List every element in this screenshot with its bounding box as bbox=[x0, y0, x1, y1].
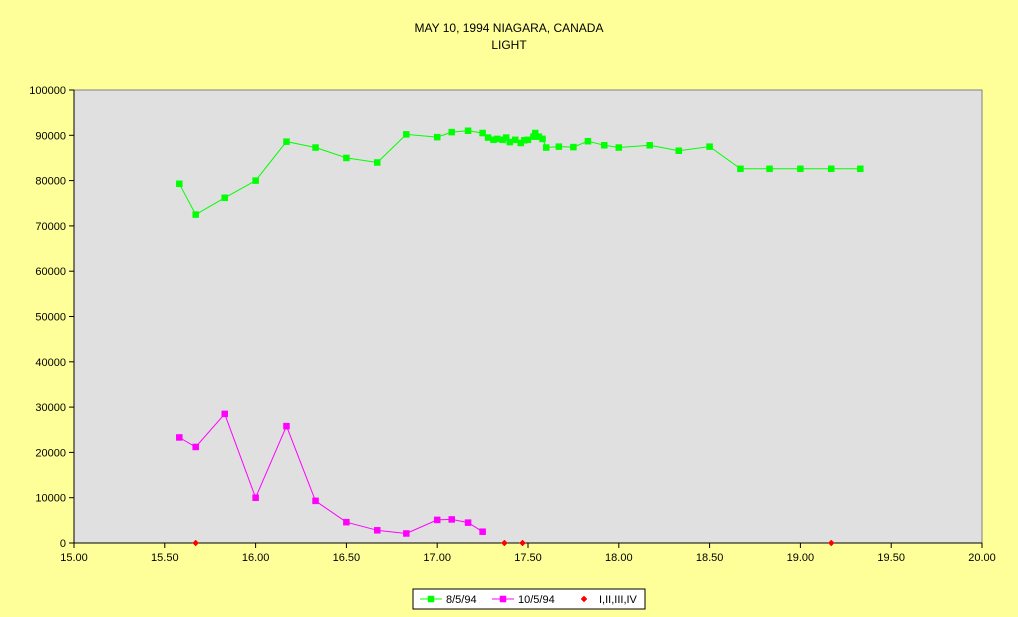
legend-swatch-marker bbox=[580, 595, 588, 603]
series-2-point bbox=[283, 422, 290, 430]
legend-entry: I,II,III,IV bbox=[580, 594, 638, 606]
x-tick-label: 17.50 bbox=[514, 552, 542, 564]
y-tick-label: 80000 bbox=[35, 176, 66, 188]
series-1-point bbox=[448, 128, 455, 136]
series-1-point bbox=[506, 138, 514, 146]
y-tick-label: 70000 bbox=[35, 221, 66, 233]
series-3-point bbox=[192, 539, 200, 547]
series-1-point bbox=[828, 165, 835, 173]
y-tick-label: 50000 bbox=[35, 312, 66, 324]
series-1-point bbox=[524, 136, 532, 144]
x-tick-label: 18.50 bbox=[696, 552, 724, 564]
series-1-point bbox=[555, 143, 563, 150]
plot-area bbox=[73, 89, 983, 544]
series-2-point bbox=[176, 434, 183, 441]
series-3-point bbox=[501, 539, 508, 547]
series-1-point bbox=[374, 159, 381, 166]
series-1-point bbox=[601, 142, 608, 149]
series-2-point bbox=[403, 530, 410, 537]
x-tick-label: 19.50 bbox=[877, 552, 905, 564]
series-2-point bbox=[374, 527, 381, 534]
y-tick-label: 10000 bbox=[35, 493, 66, 505]
y-tick-label: 60000 bbox=[35, 266, 66, 278]
series-2-point bbox=[479, 528, 486, 535]
x-tick-label: 17.00 bbox=[423, 552, 451, 564]
series-3-point bbox=[827, 539, 835, 547]
y-tick-label: 100000 bbox=[29, 85, 66, 97]
series-2-point bbox=[221, 410, 228, 418]
series-1-point bbox=[615, 144, 623, 151]
series-1-point bbox=[493, 135, 501, 143]
series-3 bbox=[192, 539, 835, 547]
legend-swatch-marker bbox=[427, 595, 435, 603]
series-2-point bbox=[433, 516, 441, 524]
y-tick-label: 0 bbox=[60, 538, 66, 550]
series-1-point bbox=[176, 180, 183, 188]
series-1-point bbox=[512, 136, 519, 144]
legend: 8/5/94 10/5/94 I,II,III,IV bbox=[412, 588, 646, 610]
series-1-point bbox=[766, 165, 773, 173]
series-1-point bbox=[479, 129, 486, 137]
series-2-point bbox=[312, 497, 319, 505]
series-1-point bbox=[192, 211, 199, 218]
series-1-point bbox=[433, 133, 441, 141]
legend-label: 8/5/94 bbox=[446, 594, 477, 606]
series-1-point bbox=[570, 143, 577, 151]
x-tick-label: 20.00 bbox=[968, 552, 996, 564]
legend-label: I,II,III,IV bbox=[599, 594, 638, 606]
series-1-point bbox=[646, 142, 653, 149]
series-1-point bbox=[797, 165, 804, 173]
series-2-point bbox=[192, 443, 199, 451]
series-2-point bbox=[343, 518, 350, 526]
x-tick-label: 16.50 bbox=[333, 552, 361, 564]
series-1-point bbox=[484, 134, 492, 141]
chart-title: MAY 10, 1994 NIAGARA, CANADA bbox=[415, 21, 604, 35]
x-tick-label: 15.50 bbox=[151, 552, 179, 564]
series-1-point bbox=[857, 165, 864, 173]
x-tick-label: 15.00 bbox=[60, 552, 88, 564]
series-1-point bbox=[343, 154, 350, 162]
series-1-point bbox=[502, 134, 510, 141]
series-1-point bbox=[312, 144, 319, 151]
series-1 bbox=[176, 127, 864, 218]
chart-subtitle: LIGHT bbox=[491, 38, 527, 52]
series-3-point bbox=[519, 539, 526, 547]
y-tick-label: 40000 bbox=[35, 357, 66, 369]
series-1-point bbox=[283, 138, 290, 145]
series-1-point bbox=[706, 143, 713, 150]
series-1-point bbox=[464, 127, 472, 135]
y-tick-label: 30000 bbox=[35, 402, 66, 414]
series-1-point bbox=[532, 129, 539, 137]
series-1-point bbox=[252, 177, 259, 184]
series-2-point bbox=[448, 516, 455, 523]
axes: 15.00 15.50 16.00 16.50 17.00 17.50 18.00 18.50… bbox=[29, 85, 995, 564]
series-layer bbox=[176, 127, 864, 547]
legend-label: 10/5/94 bbox=[518, 594, 555, 606]
x-tick-label: 19.00 bbox=[787, 552, 815, 564]
series-1-point bbox=[539, 135, 546, 143]
series-1-point bbox=[542, 144, 550, 151]
series-1-point bbox=[584, 137, 592, 145]
x-tick-label: 16.00 bbox=[242, 552, 270, 564]
series-2-point bbox=[252, 494, 259, 501]
series-2 bbox=[176, 410, 486, 537]
series-1-point bbox=[403, 131, 410, 138]
legend-box bbox=[412, 588, 646, 610]
legend-entry: 10/5/94 bbox=[492, 594, 555, 606]
series-1-point bbox=[221, 194, 228, 202]
y-tick-label: 90000 bbox=[35, 130, 66, 142]
x-tick-label: 18.00 bbox=[605, 552, 633, 564]
series-2-point bbox=[464, 519, 472, 526]
legend-entry: 8/5/94 bbox=[420, 594, 477, 606]
legend-swatch-marker bbox=[499, 595, 507, 603]
series-1-point bbox=[675, 147, 682, 154]
y-tick-label: 20000 bbox=[35, 447, 66, 459]
series-1-point bbox=[737, 165, 744, 173]
